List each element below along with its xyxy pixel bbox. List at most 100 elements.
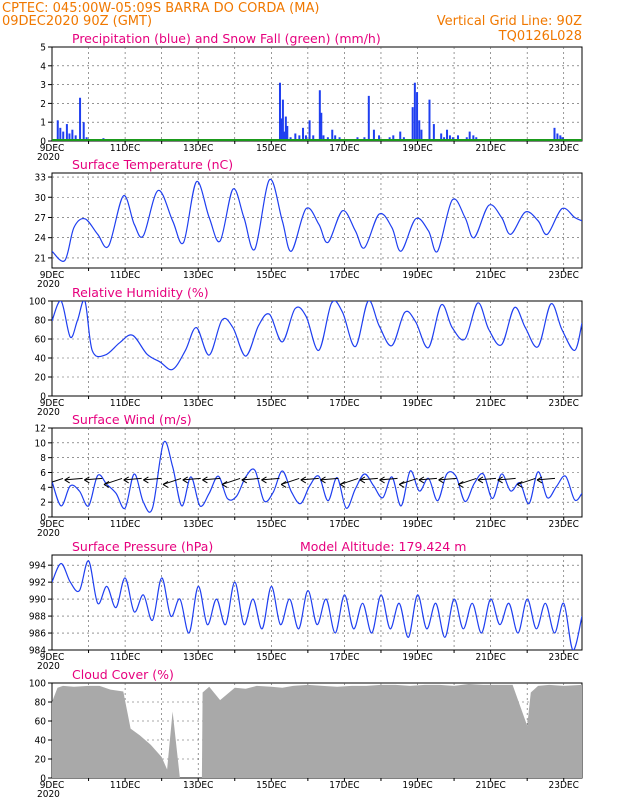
wind-arrowhead (123, 476, 129, 484)
wind-arrowhead (320, 476, 326, 484)
wind-arrow (202, 477, 221, 481)
wind-ytick-label: 2 (40, 498, 46, 509)
wind-arrow (418, 477, 437, 481)
temperature-xtick-label: 19DEC (402, 270, 432, 281)
cloud-xtick-label: 9DEC (40, 780, 65, 791)
precip-bar (446, 129, 449, 141)
cloud-ytick-label: 20 (35, 755, 47, 766)
pressure-xtick-label: 11DEC (110, 652, 140, 663)
cloud-xtick-label: 19DEC (402, 780, 432, 791)
temperature-year-label: 2020 (37, 279, 60, 290)
wind-arrow (300, 477, 319, 481)
humidity-xtick-label: 23DEC (549, 398, 579, 409)
precip-bar (82, 122, 85, 141)
wind-arrow (536, 477, 556, 481)
precip-bar (56, 120, 59, 141)
pressure-xtick-label: 23DEC (549, 652, 579, 663)
cloud-xtick-label: 13DEC (183, 780, 213, 791)
precip-bar (468, 131, 471, 141)
precip-bar (280, 118, 283, 141)
wind-arrow (477, 477, 497, 481)
cloud-ytick-label: 100 (29, 679, 46, 690)
wind-xtick-label: 17DEC (329, 519, 359, 530)
precip-bar (294, 133, 297, 141)
temperature-ytick-label: 21 (35, 253, 46, 264)
temperature-panel: 21 24 27 30 33 9DEC 11DEC 13DEC 15DEC 17DEC 19DEC 2… (35, 157, 583, 290)
humidity-xtick-label: 19DEC (402, 398, 432, 409)
wind-year-label: 2020 (37, 528, 60, 539)
wind-arrowhead (359, 476, 366, 484)
precip-bar (283, 131, 286, 141)
precip-bar (302, 127, 305, 141)
cloud-cover-area (52, 684, 582, 778)
wind-arrowhead (261, 476, 267, 484)
wind-arrowhead (477, 476, 484, 484)
pressure-ytick-label: 984 (29, 646, 46, 657)
pressure-title: Surface Pressure (hPa) (72, 539, 213, 554)
cloud-xtick-label: 11DEC (110, 780, 140, 791)
wind-arrowhead (398, 481, 405, 488)
temperature-xtick-label: 13DEC (183, 270, 213, 281)
cloud-ytick-label: 0 (40, 774, 46, 785)
humidity-year-label: 2020 (37, 407, 60, 418)
precip-bar (331, 129, 334, 141)
pressure-ytick-label: 986 (29, 629, 46, 640)
wind-arrow (182, 477, 201, 481)
temperature-ytick-label: 27 (35, 213, 46, 224)
temperature-ytick-label: 33 (35, 173, 46, 184)
wind-arrowhead (497, 476, 503, 484)
precip-year-label: 2020 (37, 152, 60, 163)
precip-xtick-label: 23DEC (549, 143, 579, 154)
pressure-ytick-label: 990 (29, 595, 46, 606)
wind-xtick-label: 23DEC (549, 519, 579, 530)
precip-bar (320, 112, 323, 141)
cloud-ytick-label: 60 (35, 717, 47, 728)
wind-arrowhead (517, 481, 523, 488)
header-model-id: TQ0126L028 (498, 29, 582, 44)
wind-arrow (458, 477, 477, 485)
wind-arrow (399, 477, 418, 485)
cloud-ytick-label: 40 (35, 736, 47, 747)
wind-arrowhead (280, 481, 287, 488)
cloud-xtick-label: 23DEC (549, 780, 579, 791)
temperature-data (52, 179, 582, 262)
humidity-xtick-label: 13DEC (183, 398, 213, 409)
precip-bar (286, 125, 289, 141)
humidity-xtick-label: 11DEC (110, 398, 140, 409)
cloud-xtick-label: 17DEC (329, 780, 359, 791)
pressure-ytick-label: 994 (29, 561, 46, 572)
humidity-data (52, 301, 582, 371)
wind-panel: 0 2 4 6 8 10 12 9DEC 11DEC 13DEC 15DEC 17DEC 19DEC 21… (35, 412, 583, 539)
wind-arrow (123, 477, 142, 481)
wind-xtick-label: 13DEC (183, 519, 213, 530)
humidity-ytick-label: 40 (35, 354, 47, 365)
temperature-ytick-label: 24 (35, 233, 47, 244)
wind-arrow (320, 477, 339, 481)
precip-bar (308, 120, 311, 141)
precip-bar (79, 97, 82, 141)
precip-ytick-label: 2 (40, 99, 46, 110)
cloud-xtick-label: 21DEC (475, 780, 505, 791)
precip-panel: 0 1 2 3 4 5 9DEC 11DEC 13DEC 15DEC 17DEC 19DEC 21DEC… (37, 31, 583, 163)
humidity-ytick-label: 80 (35, 316, 47, 327)
temperature-xtick-label: 11DEC (110, 270, 140, 281)
humidity-panel: 0 20 40 60 80 100 9DEC 11DEC 13DEC 15DEC 17DEC 19DE… (29, 285, 583, 418)
precip-bar (334, 135, 337, 141)
humidity-xtick-label: 9DEC (40, 398, 65, 409)
pressure-xtick-label: 21DEC (475, 652, 505, 663)
precip-bar (411, 107, 414, 141)
wind-title: Surface Wind (m/s) (72, 412, 192, 427)
pressure-xtick-label: 17DEC (329, 652, 359, 663)
cloud-year-label: 2020 (37, 789, 60, 800)
precip-xtick-label: 9DEC (40, 143, 65, 154)
pressure-xtick-label: 13DEC (183, 652, 213, 663)
pressure-line (52, 560, 582, 650)
precip-bar (74, 135, 77, 141)
header-grid-line: Vertical Grid Line: 90Z (437, 14, 582, 29)
precip-bar (65, 124, 68, 141)
wind-xtick-label: 15DEC (256, 519, 286, 530)
header-location: CPTEC: 045:00W-05:09S BARRA DO CORDA (MA… (2, 1, 319, 16)
cloud-title: Cloud Cover (%) (72, 667, 174, 682)
temperature-xtick-label: 15DEC (256, 270, 286, 281)
